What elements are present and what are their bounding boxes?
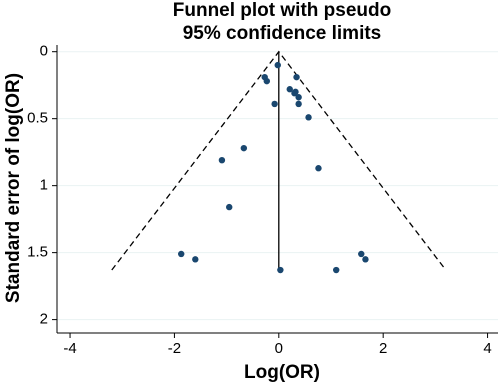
x-tick-label: 4 <box>483 340 491 357</box>
x-tick-label: 2 <box>379 340 387 357</box>
y-axis-label: Standard error of log(OR) <box>3 73 24 303</box>
point <box>295 94 302 101</box>
y-tick-label: 0.5 <box>27 110 48 127</box>
y-tick-label: 1 <box>40 177 48 194</box>
point <box>271 100 278 108</box>
point <box>358 250 365 258</box>
x-tick-label: 0 <box>275 340 283 357</box>
x-axis-label: Log(OR) <box>244 362 320 383</box>
point <box>305 114 312 121</box>
point <box>315 165 322 172</box>
point <box>286 86 293 93</box>
chart-title: 95% confidence limits <box>183 23 382 44</box>
point <box>291 90 298 97</box>
y-tick-label: 2 <box>40 311 48 328</box>
x-tick-label: -2 <box>168 340 181 357</box>
point <box>274 61 281 69</box>
point <box>192 256 199 263</box>
x-tick-label: -4 <box>63 340 76 357</box>
point <box>178 250 185 258</box>
point <box>362 256 369 263</box>
point <box>218 157 226 164</box>
chart-title: Funnel plot with pseudo <box>173 0 391 21</box>
point <box>295 100 302 108</box>
point <box>226 203 233 211</box>
point <box>277 266 284 274</box>
y-tick-label: 0 <box>40 43 48 60</box>
point <box>240 144 248 152</box>
point <box>293 73 300 81</box>
point <box>263 77 271 85</box>
point <box>333 266 340 274</box>
y-tick-label: 1.5 <box>27 244 48 261</box>
